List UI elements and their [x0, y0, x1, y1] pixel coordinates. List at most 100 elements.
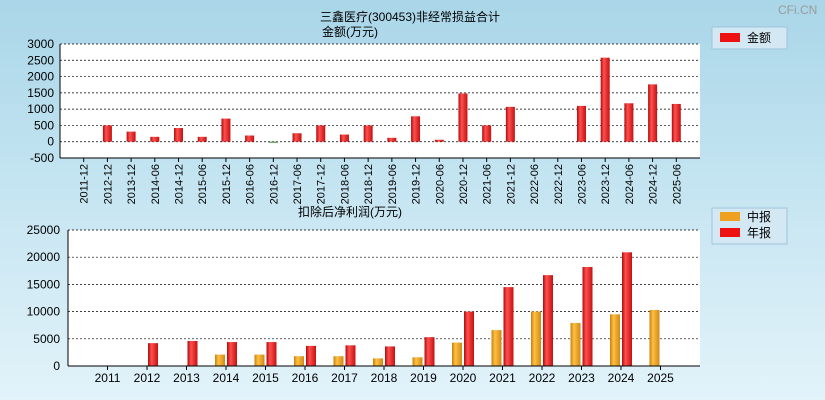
chart1-bar — [221, 118, 231, 142]
chart2-y-tick-label: 15000 — [27, 277, 61, 291]
chart1-bar — [505, 106, 515, 142]
chart2-legend-label-interim: 中报 — [747, 209, 771, 224]
chart1-bar — [648, 84, 658, 142]
chart2-y-tick-label: 0 — [53, 359, 60, 373]
chart2-x-tick-label: 2015 — [252, 371, 279, 385]
chart1-y-tick-label: 2500 — [27, 53, 54, 67]
chart2-title: 扣除后净利润(万元) — [298, 204, 402, 219]
chart1-x-tick-label: 2023-12 — [600, 164, 612, 204]
chart2-bar-interim — [649, 309, 660, 366]
chart2-x-tick-label: 2021 — [489, 371, 516, 385]
chart1-x-tick-label: 2022-12 — [553, 164, 565, 204]
chart1-bar — [458, 93, 468, 142]
chart1-x-tick-label: 2022-06 — [529, 164, 541, 204]
chart1-bar — [102, 125, 112, 142]
chart2-legend-swatch-annual — [720, 228, 740, 237]
chart2-bar-interim — [412, 357, 423, 366]
chart1-x-tick-label: 2025-06 — [671, 164, 683, 204]
chart1-x-tick-label: 2019-06 — [387, 164, 399, 204]
chart1-x-tick-label: 2020-06 — [434, 164, 446, 204]
chart2-bar-annual — [622, 252, 632, 366]
chart1-plot-area — [60, 44, 700, 158]
chart1-bar — [292, 133, 302, 142]
chart1-y-tick-label: 1500 — [27, 86, 54, 100]
chart2-bar-interim — [610, 314, 620, 366]
chart1-x-tick-label: 2021-12 — [505, 164, 517, 204]
chart2-bar-annual — [345, 345, 356, 366]
chart1-y-tick-label: 500 — [34, 118, 54, 132]
chart1-title: 三鑫医疗(300453)非经常损益合计 — [320, 9, 500, 24]
watermark-text: CFi.CN — [778, 3, 817, 17]
chart2-legend-label-annual: 年报 — [747, 225, 771, 240]
chart2-x-tick-label: 2016 — [292, 371, 319, 385]
chart1-x-tick-label: 2017-12 — [316, 164, 328, 204]
chart1-bar — [624, 103, 634, 142]
chart1-x-tick-label: 2023-06 — [576, 164, 588, 204]
chart1-x-tick-label: 2015-06 — [197, 164, 209, 204]
chart1-bar — [363, 125, 373, 142]
chart1-x-tick-label: 2013-12 — [126, 164, 138, 204]
chart1-x-tick-label: 2011-12 — [79, 164, 91, 204]
chart2-y-tick-label: 25000 — [27, 223, 61, 237]
chart2-x-tick-label: 2020 — [450, 371, 477, 385]
chart1-x-tick-label: 2014-06 — [150, 164, 162, 204]
chart2-bar-interim — [254, 354, 265, 366]
chart1-y-tick-label: 1000 — [27, 102, 54, 116]
chart1-bar — [316, 125, 326, 142]
chart1-y-tick-label: 3000 — [27, 37, 54, 51]
chart2-bar-annual — [424, 337, 435, 366]
chart1-x-tick-label: 2016-06 — [245, 164, 257, 204]
chart2-bar-interim — [333, 356, 344, 366]
chart1-bar — [411, 116, 421, 142]
chart1-bar — [245, 135, 255, 142]
chart1-bar — [339, 134, 349, 142]
chart2-bar-annual — [543, 275, 553, 366]
chart2-x-tick-label: 2024 — [608, 371, 635, 385]
chart2-bar-annual — [385, 346, 395, 366]
chart2-bar-interim — [373, 358, 383, 366]
chart2-y-tick-label: 20000 — [27, 250, 61, 264]
chart1-x-tick-label: 2018-12 — [363, 164, 375, 204]
chart2-x-tick-label: 2011 — [95, 371, 121, 385]
chart1-bar — [482, 125, 492, 142]
chart2-x-tick-label: 2013 — [173, 371, 200, 385]
chart1-bar — [600, 57, 610, 142]
chart1-bar — [268, 141, 278, 143]
chart2-x-tick-label: 2014 — [213, 371, 240, 385]
chart2-bar-annual — [266, 342, 277, 366]
chart1-subtitle: 金额(万元) — [322, 24, 378, 39]
chart1-x-tick-label: 2016-12 — [268, 164, 280, 204]
chart2-x-tick-label: 2018 — [371, 371, 398, 385]
chart2-plot-area — [68, 230, 700, 366]
chart1-x-tick-label: 2020-12 — [458, 164, 470, 204]
chart1-bar — [174, 128, 184, 142]
chart1-x-tick-label: 2014-12 — [174, 164, 186, 204]
chart1-x-tick-label: 2018-06 — [339, 164, 351, 204]
chart2-bar-annual — [227, 342, 237, 366]
chart2-x-tick-label: 2023 — [568, 371, 595, 385]
chart2-bar-interim — [452, 342, 462, 366]
chart1-bar — [126, 131, 136, 142]
chart2-x-tick-label: 2017 — [331, 371, 358, 385]
chart2-y-tick-label: 5000 — [33, 332, 60, 346]
chart2-bar-annual — [306, 345, 316, 366]
chart1-bar — [671, 103, 681, 142]
chart2-bar-interim — [215, 354, 225, 366]
chart2-x-tick-label: 2012 — [134, 371, 161, 385]
chart1-y-tick-label: 0 — [47, 135, 54, 149]
chart2-x-tick-label: 2019 — [410, 371, 437, 385]
chart1-x-tick-label: 2012-12 — [102, 164, 114, 204]
chart1-x-tick-label: 2024-12 — [648, 164, 660, 204]
chart2-bar-interim — [570, 323, 581, 366]
chart1-x-tick-label: 2019-12 — [411, 164, 423, 204]
chart2-bar-annual — [503, 287, 514, 366]
chart2-legend-swatch-interim — [720, 212, 740, 221]
chart1-bar — [150, 136, 160, 142]
chart2-bar-annual — [148, 343, 158, 366]
chart1-x-tick-label: 2017-06 — [292, 164, 304, 204]
chart2-x-tick-label: 2022 — [529, 371, 556, 385]
chart1-bar — [387, 137, 397, 142]
chart2-y-tick-label: 10000 — [27, 305, 61, 319]
chart2-bar-annual — [187, 340, 198, 366]
